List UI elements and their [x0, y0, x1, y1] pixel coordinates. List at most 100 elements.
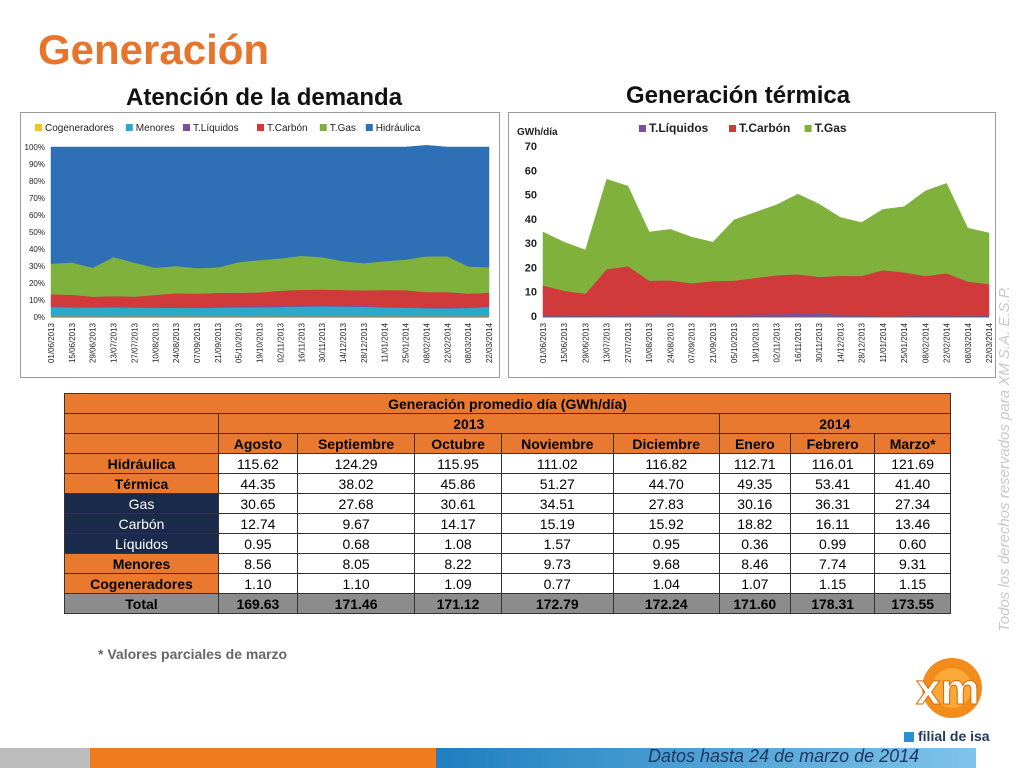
value-cell: 36.31: [790, 493, 876, 514]
y-tick-label: 30: [525, 238, 537, 250]
value-cell: 9.31: [874, 553, 951, 574]
value-cell: 7.74: [790, 553, 876, 574]
x-tick-label: 27/07/2013: [130, 322, 139, 363]
value-cell: 0.36: [718, 533, 792, 554]
value-cell: 12.74: [217, 513, 298, 534]
value-cell: 115.62: [217, 453, 298, 474]
month-header: Septiembre: [296, 433, 416, 454]
value-cell: 9.68: [612, 553, 720, 574]
table-row: Líquidos 0.95 0.68 1.08 1.57 0.95 0.36 0.99 0.60: [64, 533, 951, 554]
row-label: Menores: [64, 553, 219, 574]
legend-swatch: [35, 124, 42, 131]
value-cell: 8.22: [414, 553, 502, 574]
x-tick-label: 01/06/2013: [539, 322, 548, 363]
table-row: Hidráulica 115.62 124.29 115.95 111.02 116.82…: [64, 453, 951, 474]
value-cell: 1.07: [718, 573, 792, 594]
value-cell: 27.34: [874, 493, 951, 514]
bottom-bar: [0, 748, 1024, 768]
value-cell: 171.46: [296, 593, 416, 614]
value-cell: 169.63: [217, 593, 298, 614]
filial-text: filial de isa: [918, 728, 990, 744]
x-tick-label: 28/12/2013: [858, 322, 867, 363]
value-cell: 1.04: [612, 573, 720, 594]
value-cell: 8.05: [296, 553, 416, 574]
chart-demand-box: 0% 10% 20% 30% 40% 50% 60% 70% 80% 90% 100% 01/06/2…: [20, 112, 500, 378]
y-tick-label: 20%: [29, 279, 45, 288]
value-cell: 172.24: [612, 593, 720, 614]
y-tick-label: 70: [525, 141, 537, 153]
x-tick-label: 24/08/2013: [172, 322, 181, 363]
x-tick-label: 22/03/2014: [985, 322, 994, 363]
month-header: Noviembre: [500, 433, 614, 454]
bar-segment-gray: [0, 748, 90, 768]
y-tick-label: 20: [525, 262, 537, 274]
row-label: Hidráulica: [64, 453, 219, 474]
footnote: * Valores parciales de marzo: [98, 646, 288, 662]
y-tick-label: 60%: [29, 211, 45, 220]
area-series-t-gas: [542, 178, 990, 294]
row-label: Gas: [64, 493, 219, 514]
value-cell: 38.02: [296, 473, 416, 494]
value-cell: 0.95: [217, 533, 298, 554]
value-cell: 9.73: [500, 553, 614, 574]
value-cell: 171.12: [414, 593, 502, 614]
y-tick-label: 70%: [29, 194, 45, 203]
x-tick-label: 13/07/2013: [110, 322, 119, 363]
value-cell: 16.11: [790, 513, 876, 534]
value-cell: 44.35: [217, 473, 298, 494]
value-cell: 9.67: [296, 513, 416, 534]
value-cell: 1.08: [414, 533, 502, 554]
x-tick-label: 27/07/2013: [624, 322, 633, 363]
value-cell: 41.40: [874, 473, 951, 494]
value-cell: 1.15: [874, 573, 951, 594]
x-tick-label: 08/02/2014: [921, 322, 930, 363]
value-cell: 18.82: [718, 513, 792, 534]
legend-label: T.Carbón: [267, 123, 308, 134]
value-cell: 124.29: [296, 453, 416, 474]
x-tick-label: 14/12/2013: [339, 322, 348, 363]
logo-text: xm: [916, 665, 980, 714]
value-cell: 15.19: [500, 513, 614, 534]
y-tick-label: 0: [531, 311, 537, 323]
legend-label: T.Gas: [330, 123, 356, 134]
x-tick-label: 08/03/2014: [964, 322, 973, 363]
value-cell: 0.99: [790, 533, 876, 554]
row-label: Cogeneradores: [64, 573, 219, 594]
x-tick-label: 07/09/2013: [193, 322, 202, 363]
y-tick-label: 90%: [29, 160, 45, 169]
x-tick-label: 22/02/2014: [943, 322, 952, 363]
x-tick-label: 10/08/2013: [151, 322, 160, 363]
x-tick-label: 02/11/2013: [773, 322, 782, 362]
value-cell: 8.56: [217, 553, 298, 574]
value-cell: 13.46: [874, 513, 951, 534]
value-cell: 14.17: [414, 513, 502, 534]
legend-label: T.Líquidos: [649, 121, 709, 135]
value-cell: 116.01: [790, 453, 876, 474]
value-cell: 171.60: [718, 593, 792, 614]
filial-square-icon: [904, 732, 914, 743]
value-cell: 44.70: [612, 473, 720, 494]
x-tick-label: 16/11/2013: [794, 322, 803, 362]
value-cell: 1.09: [414, 573, 502, 594]
x-tick-label: 21/09/2013: [214, 322, 223, 363]
table-cell: [64, 413, 219, 434]
legend-swatch: [639, 125, 646, 132]
x-tick-label: 19/10/2013: [256, 322, 265, 363]
table-row: Cogeneradores 1.10 1.10 1.09 0.77 1.04 1.07 1.1…: [64, 573, 951, 594]
value-cell: 1.57: [500, 533, 614, 554]
year-header: 2014: [718, 413, 952, 434]
x-tick-label: 24/08/2013: [666, 322, 675, 363]
area-series-t-gas: [50, 255, 490, 297]
area-series-hidr-ulica: [50, 145, 490, 269]
row-label: Carbón: [64, 513, 219, 534]
value-cell: 115.95: [414, 453, 502, 474]
y-tick-label: 50%: [29, 228, 45, 237]
page-title: Generación: [38, 26, 270, 73]
legend-label: T.Gas: [815, 121, 847, 135]
filial-label: filial de isa: [904, 728, 990, 744]
legend-label: Cogeneradores: [45, 123, 114, 134]
chart-demand: 0% 10% 20% 30% 40% 50% 60% 70% 80% 90% 100% 01/06/2…: [25, 123, 494, 363]
table-title: Generación promedio día (GWh/día): [64, 393, 951, 414]
value-cell: 173.55: [874, 593, 951, 614]
